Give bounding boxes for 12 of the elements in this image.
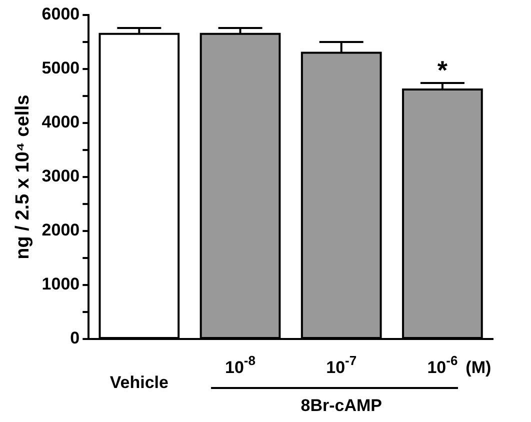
y-tick-label: 4000 [42, 112, 80, 132]
text: 8Br-cAMP [300, 396, 382, 415]
y-tick-label: 2000 [42, 220, 80, 240]
annotation: * [437, 55, 448, 86]
y-tick-label: 1000 [42, 274, 80, 294]
y-axis-title: ng / 2.5 x 10⁴ cells [12, 94, 34, 260]
x-tick-label: Vehicle [110, 373, 168, 392]
text: (M) [466, 358, 492, 377]
y-tick-label: 6000 [42, 4, 80, 24]
y-tick-label: 5000 [42, 58, 80, 78]
y-tick-label: 3000 [42, 166, 80, 186]
y-tick-label: 0 [70, 328, 80, 348]
